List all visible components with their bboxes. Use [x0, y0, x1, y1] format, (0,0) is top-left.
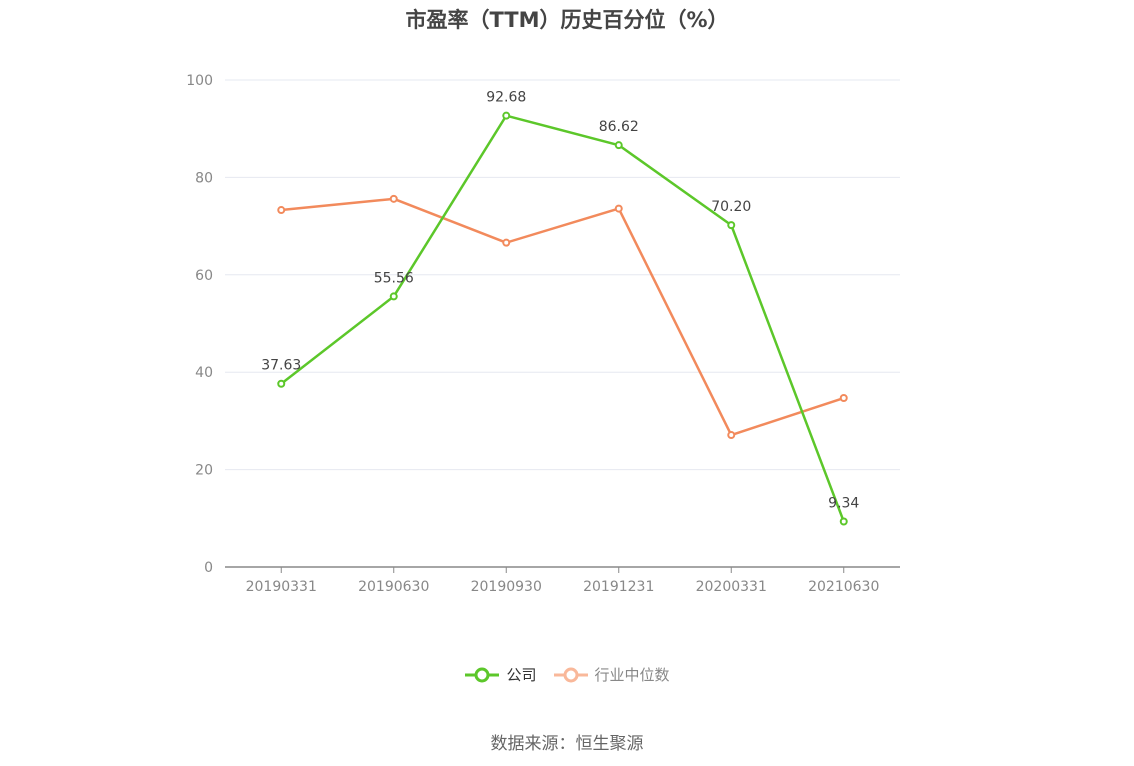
x-tick-label: 20200331 [696, 579, 767, 595]
industry-data-point [614, 204, 623, 213]
company-data-point [502, 111, 511, 120]
legend-item-industry[interactable]: 行业中位数 [553, 664, 670, 685]
grid-lines [225, 79, 900, 471]
y-tick-label: 20 [195, 463, 213, 479]
y-tick-label: 100 [186, 73, 213, 89]
company-data-label: 70.20 [711, 199, 751, 215]
source-note: 数据来源：恒生聚源 [490, 734, 644, 754]
company-data-label: 92.68 [486, 90, 526, 106]
company-data-point [727, 221, 736, 230]
data-labels: 37.63 55.56 92.68 86.62 70.20 9.34 [261, 90, 859, 512]
legend-industry-label: 行业中位数 [594, 666, 670, 684]
industry-series-line [281, 197, 845, 437]
company-data-label: 9.34 [828, 496, 859, 512]
industry-data-point [727, 431, 736, 440]
company-data-point [614, 141, 623, 150]
legend-item-company[interactable]: 公司 [464, 664, 537, 685]
x-tick-label: 20190930 [471, 579, 542, 595]
legend-company-label: 公司 [506, 666, 537, 684]
industry-data-point [389, 194, 398, 203]
industry-data-point [277, 206, 286, 215]
legend: 公司 行业中位数 [0, 664, 1134, 685]
y-tick-label: 80 [195, 170, 213, 186]
x-tick-label: 20210630 [808, 579, 879, 595]
company-data-label: 55.56 [374, 270, 414, 286]
y-tick-label: 0 [204, 560, 213, 576]
legend-industry-marker-icon [553, 667, 588, 682]
company-data-label: 37.63 [261, 358, 301, 374]
x-tick-label: 20191231 [583, 579, 654, 595]
x-tick-label: 20190630 [358, 579, 429, 595]
industry-data-point [839, 394, 848, 403]
company-data-point [389, 292, 398, 301]
y-tick-label: 60 [195, 268, 213, 284]
company-series-line [280, 114, 845, 522]
axes: 0 20 40 60 80 100 20190331 20190630 20190930 2019… [186, 73, 900, 595]
legend-company-marker-icon [465, 667, 500, 682]
industry-data-point [502, 238, 511, 247]
company-data-label: 86.62 [599, 119, 639, 135]
x-tick-label: 20190331 [246, 579, 317, 595]
company-data-point [839, 517, 848, 526]
chart-title: 市盈率（TTM）历史百分位（%） [405, 8, 729, 32]
y-tick-label: 40 [195, 365, 213, 381]
series-layer [277, 111, 848, 526]
company-data-point [277, 379, 286, 388]
